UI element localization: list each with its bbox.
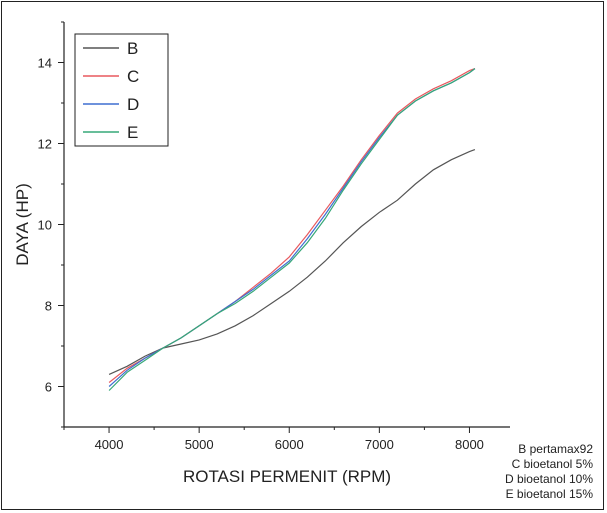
- y-axis-label: DAYA (HP): [13, 183, 32, 266]
- x-tick-label: 4000: [95, 437, 124, 452]
- series-line-b: [108, 149, 476, 375]
- series-line-e: [108, 68, 476, 391]
- x-tick-label: 8000: [455, 437, 484, 452]
- legend-box: [74, 33, 169, 147]
- x-tick-label: 6000: [275, 437, 304, 452]
- legend-label-e: E: [127, 123, 138, 142]
- x-axis-label: ROTASI PERMENIT (RPM): [183, 467, 391, 486]
- y-tick-label: 6: [45, 380, 52, 395]
- note-b: B pertamax92: [518, 442, 593, 456]
- x-tick-label: 5000: [185, 437, 214, 452]
- y-tick-label: 10: [38, 218, 52, 233]
- note-c: C bioetanol 5%: [511, 457, 593, 471]
- series-notes: B pertamax92 C bioetanol 5% D bioetanol …: [505, 442, 593, 502]
- legend-label-b: B: [127, 39, 138, 58]
- y-tick-label: 8: [45, 299, 52, 314]
- legend-label-c: C: [127, 67, 139, 86]
- y-tick-label: 14: [38, 56, 52, 71]
- note-d: D bioetanol 10%: [504, 472, 593, 486]
- x-tick-label: 7000: [365, 437, 394, 452]
- legend-label-d: D: [127, 95, 139, 114]
- y-tick-label: 12: [38, 137, 52, 152]
- note-e: E bioetanol 15%: [505, 487, 593, 501]
